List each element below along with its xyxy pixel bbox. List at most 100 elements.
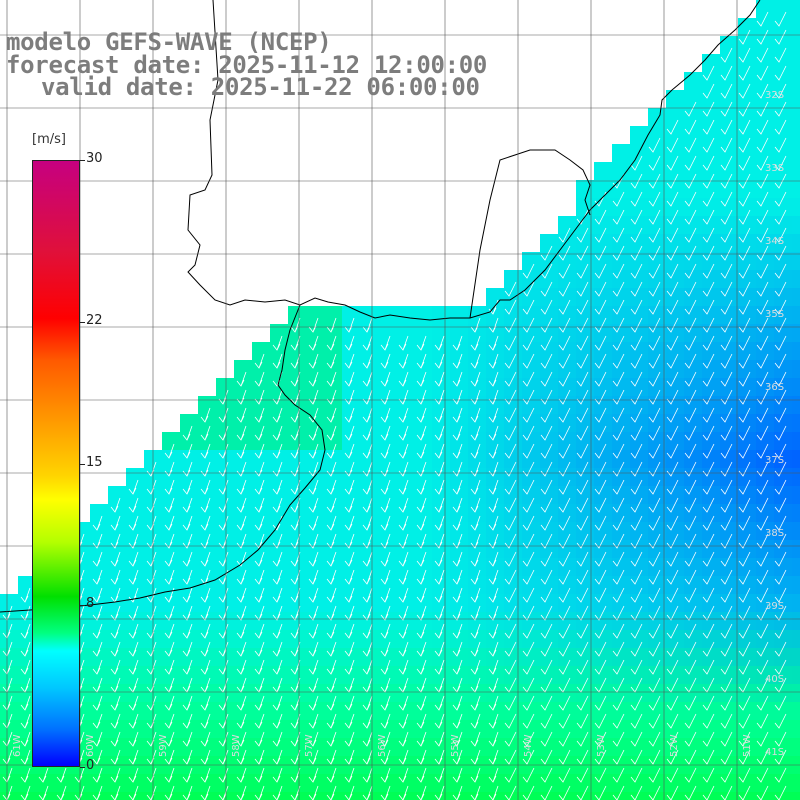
wind-arrow (522, 695, 535, 711)
wind-arrow (594, 767, 607, 783)
wind-arrow (308, 497, 319, 513)
wind-arrow (756, 371, 769, 387)
wind-arrow (92, 533, 103, 549)
wind-arrow (272, 623, 283, 639)
wind-arrow (504, 335, 517, 351)
wind-arrow (416, 767, 427, 783)
wind-arrow (200, 695, 211, 711)
field-cell (594, 450, 613, 469)
field-cell (792, 450, 800, 469)
wind-arrow (110, 749, 121, 765)
field-cell (684, 558, 703, 577)
wind-arrow (362, 443, 373, 459)
field-cell (792, 108, 800, 127)
field-cell (774, 216, 793, 235)
forecast-date: forecast date: 2025-11-12 12:00:00 (6, 51, 488, 79)
wind-arrow (488, 533, 499, 549)
wind-arrow (254, 767, 265, 783)
field-cell (612, 162, 631, 181)
wind-arrow (756, 299, 769, 315)
wind-arrow (308, 785, 319, 800)
field-cell (738, 756, 757, 775)
wind-arrow (612, 317, 625, 333)
wind-arrow (218, 641, 229, 657)
wind-arrow (702, 407, 715, 423)
field-cell (684, 630, 703, 649)
field-cell (684, 504, 703, 523)
wind-arrow (522, 353, 535, 369)
wind-arrow (434, 695, 445, 711)
wind-arrow (110, 551, 121, 567)
wind-arrow (416, 497, 427, 513)
wind-arrow (236, 533, 247, 549)
field-cell (684, 306, 703, 325)
field-cell (666, 774, 685, 793)
field-cell (702, 306, 721, 325)
field-cell (612, 396, 631, 415)
wind-arrow (362, 317, 373, 333)
field-cell (792, 216, 800, 235)
field-cell (720, 54, 739, 73)
wind-arrow (558, 317, 571, 333)
wind-arrow (630, 497, 643, 513)
field-cell (594, 486, 613, 505)
wind-arrow (398, 785, 409, 800)
wind-arrow (254, 497, 265, 513)
wind-arrow (684, 443, 697, 459)
longitude-label: 53W (596, 734, 607, 757)
field-cell (720, 162, 739, 181)
field-cell (702, 558, 721, 577)
wind-arrow (344, 605, 355, 621)
field-cell (720, 342, 739, 361)
field-cell (486, 288, 505, 307)
wind-arrow (398, 551, 409, 567)
wind-arrow (164, 695, 175, 711)
field-cell (648, 270, 667, 289)
wind-arrow (594, 695, 607, 711)
wind-arrow (164, 767, 175, 783)
field-cell (684, 270, 703, 289)
field-cell (648, 594, 667, 613)
field-cell (702, 540, 721, 559)
wind-arrow (576, 479, 589, 495)
wind-arrow (648, 785, 661, 800)
wind-arrow (774, 371, 787, 387)
wind-arrow (272, 533, 283, 549)
wind-arrow (558, 515, 571, 531)
wind-arrow (738, 695, 751, 711)
wind-arrow (738, 83, 751, 99)
wind-arrow (182, 461, 193, 477)
colorbar-units: [m/s] (32, 132, 66, 147)
field-cell (612, 198, 631, 217)
field-cell (540, 342, 559, 361)
wind-arrow (774, 605, 787, 621)
wind-arrow (666, 281, 679, 297)
wind-arrow (594, 263, 607, 279)
wind-arrow (630, 353, 643, 369)
wind-arrow (326, 767, 337, 783)
field-cell (630, 684, 649, 703)
field-cell (738, 144, 757, 163)
field-cell (630, 630, 649, 649)
wind-arrow (434, 569, 445, 585)
wind-arrow (254, 749, 265, 765)
wind-arrow (594, 569, 607, 585)
wind-arrow (470, 749, 481, 765)
wind-arrow (92, 569, 103, 585)
field-cell (666, 180, 685, 199)
wind-arrow (756, 317, 769, 333)
field-cell (576, 630, 595, 649)
wind-arrow (434, 443, 445, 459)
field-cell (792, 468, 800, 487)
wind-arrow (164, 623, 175, 639)
wind-arrow (470, 515, 481, 531)
wind-arrow (648, 767, 661, 783)
field-cell (648, 666, 667, 685)
wind-arrow (702, 605, 715, 621)
wind-arrow (612, 335, 625, 351)
field-cell (252, 342, 271, 361)
wind-arrow (182, 731, 193, 747)
wind-arrow (720, 353, 733, 369)
wind-arrow (362, 353, 373, 369)
wind-arrow (164, 605, 175, 621)
